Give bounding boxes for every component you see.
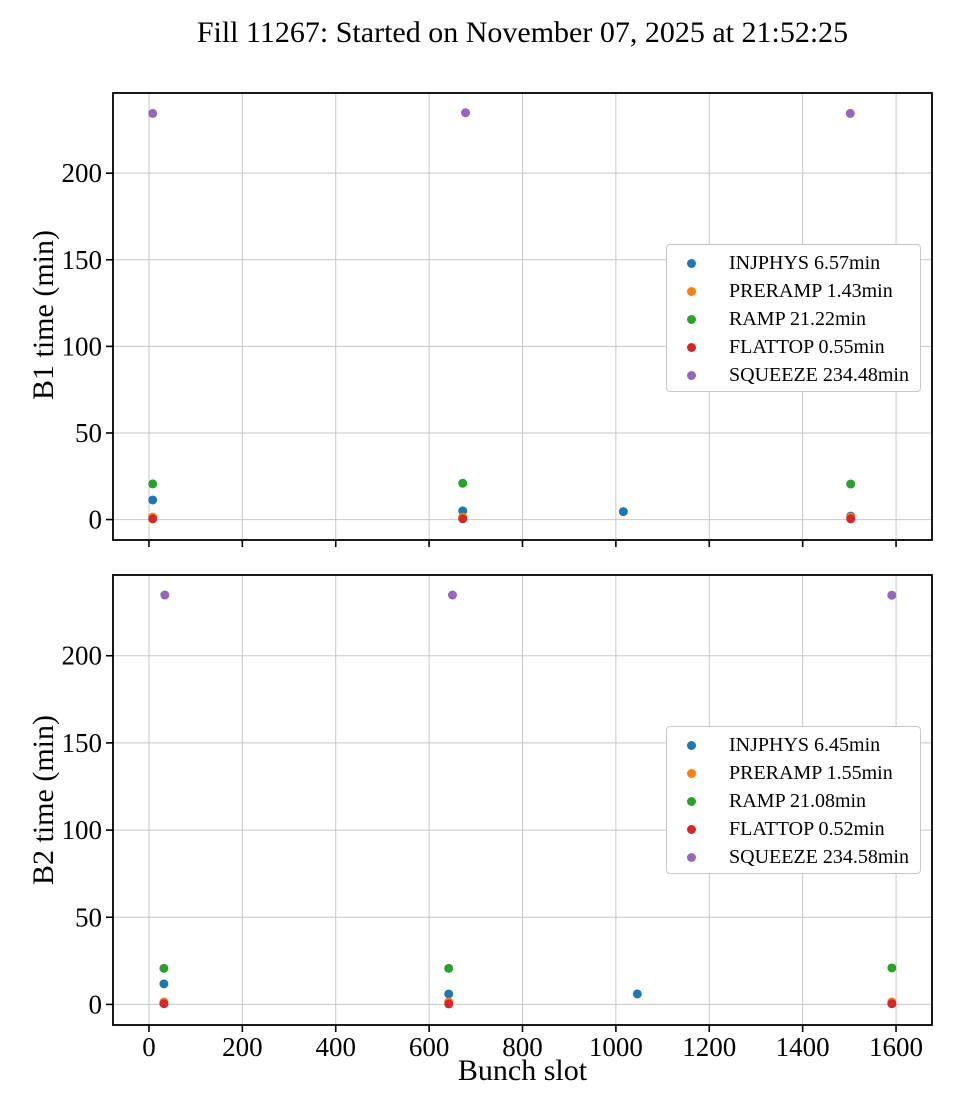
x-tick-label: 0 xyxy=(142,1032,156,1062)
y-tick-label: 150 xyxy=(62,245,103,275)
data-point-flattop xyxy=(148,514,158,524)
legend-label: RAMP 21.08min xyxy=(729,789,867,812)
data-point-flattop xyxy=(458,514,468,524)
legend-marker-icon xyxy=(687,768,696,778)
legend-entry: INJPHYS 6.45min xyxy=(667,731,920,759)
legend-label: PRERAMP 1.55min xyxy=(729,761,893,784)
x-tick-label: 200 xyxy=(222,1032,263,1062)
data-point-squeeze xyxy=(160,590,170,600)
data-point-injphys xyxy=(148,495,158,505)
legend-label: INJPHYS 6.45min xyxy=(729,733,881,756)
data-point-squeeze xyxy=(447,590,457,600)
x-tick-label: 1000 xyxy=(589,1032,643,1062)
legend-label: SQUEEZE 234.58min xyxy=(729,845,909,868)
data-point-flattop xyxy=(846,514,856,524)
y-tick-label: 0 xyxy=(89,505,103,535)
x-axis-label: Bunch slot xyxy=(457,1054,588,1087)
legend-label: PRERAMP 1.43min xyxy=(729,279,893,302)
legend-label: FLATTOP 0.55min xyxy=(729,335,885,358)
legend-marker-icon xyxy=(687,258,696,268)
legend-entry: FLATTOP 0.55min xyxy=(667,333,920,361)
data-point-ramp xyxy=(444,963,454,973)
data-point-flattop xyxy=(887,999,897,1009)
legend-entry: FLATTOP 0.52min xyxy=(667,815,920,843)
data-point-injphys xyxy=(159,979,169,989)
legend-marker-icon xyxy=(687,824,696,834)
data-point-injphys xyxy=(458,506,468,516)
x-tick-label: 800 xyxy=(502,1032,543,1062)
y-tick-label: 100 xyxy=(62,331,103,361)
data-point-ramp xyxy=(887,963,897,973)
legend-marker-icon xyxy=(687,314,696,324)
legend-entry: PRERAMP 1.43min xyxy=(667,277,920,305)
data-point-injphys xyxy=(618,507,628,517)
data-point-squeeze xyxy=(148,108,158,118)
x-tick-label: 1200 xyxy=(682,1032,736,1062)
x-tick-label: 600 xyxy=(409,1032,450,1062)
y-tick-label: 200 xyxy=(62,641,103,671)
y-tick-label: 100 xyxy=(62,815,103,845)
legend-marker-icon xyxy=(687,796,696,806)
legend-label: FLATTOP 0.52min xyxy=(729,817,885,840)
subplot-b2: 0 200 400 600 800 1000 1200 1400 1600 0 50 100 150 20… xyxy=(62,574,933,1062)
data-point-squeeze xyxy=(845,108,855,118)
data-point-flattop xyxy=(159,999,169,1009)
x-tick-label: 400 xyxy=(315,1032,356,1062)
y-tick-label: 50 xyxy=(75,902,102,932)
data-point-ramp xyxy=(458,478,468,488)
legend-marker-icon xyxy=(687,852,696,862)
data-point-injphys xyxy=(632,989,642,999)
legend-entry: INJPHYS 6.57min xyxy=(667,249,920,277)
legend-entry: SQUEEZE 234.48min xyxy=(667,361,920,389)
y-tick-label: 0 xyxy=(89,989,103,1019)
data-point-ramp xyxy=(159,963,169,973)
legend-b1: INJPHYS 6.57min PRERAMP 1.43min RAMP 21.… xyxy=(666,244,921,392)
legend-marker-icon xyxy=(687,342,696,352)
figure-title: Fill 11267: Started on November 07, 2025… xyxy=(196,16,849,49)
legend-marker-icon xyxy=(687,286,696,296)
legend-marker-icon xyxy=(687,740,696,750)
data-point-flattop xyxy=(444,999,454,1009)
data-point-injphys xyxy=(444,989,454,999)
legend-entry: SQUEEZE 234.58min xyxy=(667,843,920,871)
data-point-squeeze xyxy=(887,590,897,600)
legend-entry: PRERAMP 1.55min xyxy=(667,759,920,787)
data-point-squeeze xyxy=(461,108,471,118)
x-tick-label: 1600 xyxy=(869,1032,923,1062)
legend-entry: RAMP 21.22min xyxy=(667,305,920,333)
y-tick-label: 200 xyxy=(62,158,103,188)
y-tick-label: 150 xyxy=(62,728,103,758)
legend-label: RAMP 21.22min xyxy=(729,307,867,330)
legend-b2: INJPHYS 6.45min PRERAMP 1.55min RAMP 21.… xyxy=(666,726,921,874)
x-tick-label: 1400 xyxy=(776,1032,830,1062)
data-point-ramp xyxy=(148,479,158,489)
data-point-ramp xyxy=(846,479,856,489)
y-tick-label: 50 xyxy=(75,418,102,448)
legend-marker-icon xyxy=(687,370,696,380)
legend-label: SQUEEZE 234.48min xyxy=(729,363,909,386)
legend-label: INJPHYS 6.57min xyxy=(729,251,881,274)
legend-entry: RAMP 21.08min xyxy=(667,787,920,815)
